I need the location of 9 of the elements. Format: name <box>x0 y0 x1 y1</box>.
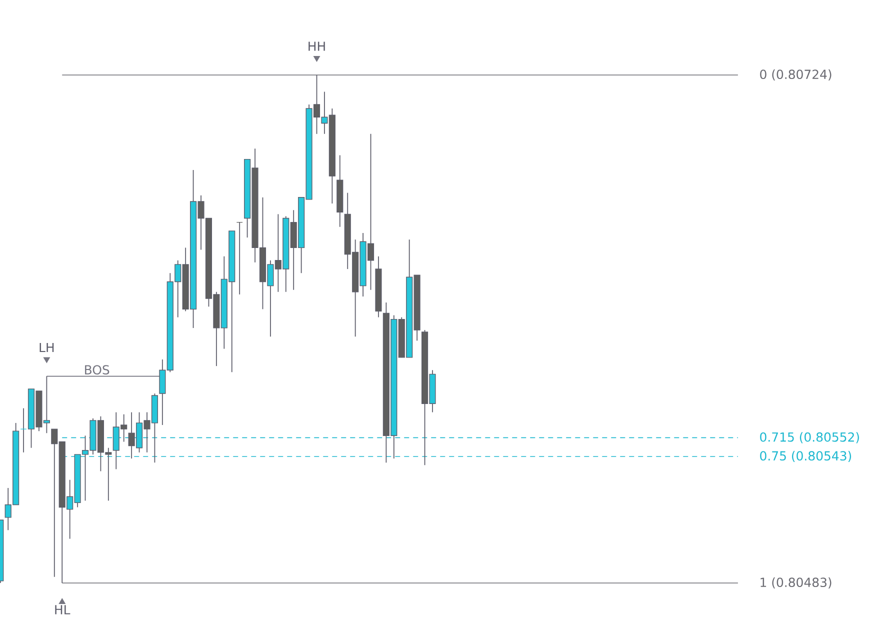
text: HL <box>55 605 70 614</box>
text: 0.75 (0.80543) <box>760 450 852 462</box>
text: HH <box>308 42 325 51</box>
text: 0.715 (0.80552) <box>760 432 859 444</box>
text: 0 (0.80724) <box>760 69 832 81</box>
candlestick <box>236 222 243 295</box>
text: 1 (0.80483) <box>760 577 832 589</box>
annotation: LH <box>40 342 54 352</box>
ref-line-label: BOS <box>85 365 110 375</box>
